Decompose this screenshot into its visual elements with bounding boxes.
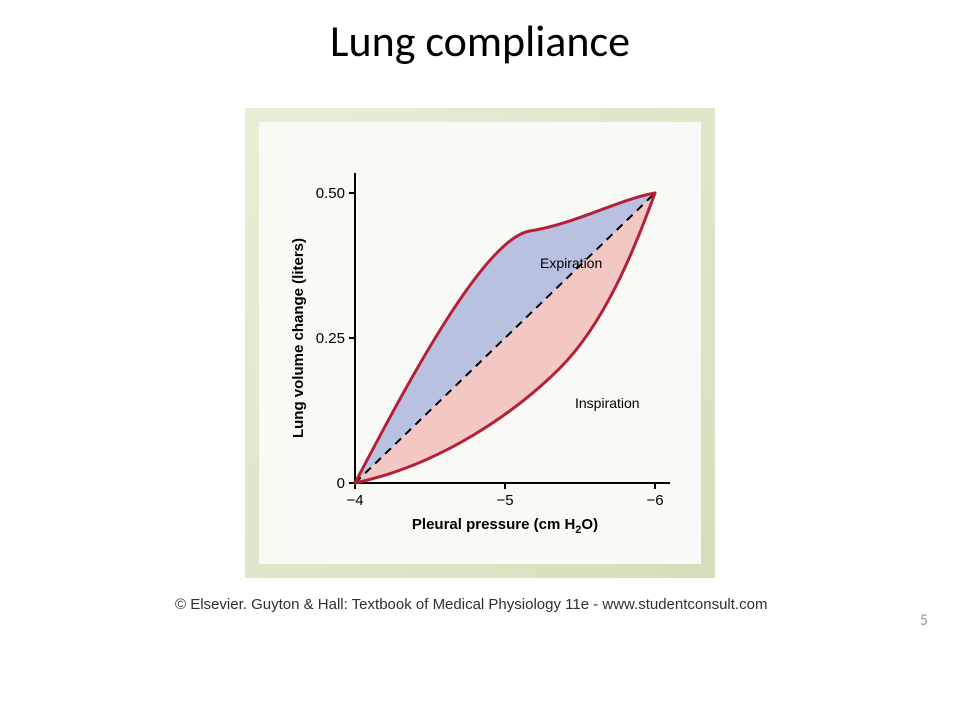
page-number: 5 — [920, 611, 928, 630]
figure-frame: 0 0.25 0.50 −4 −5 −6 Pleural pressure (cm H2O)… — [235, 98, 725, 588]
svg-text:Pleural pressure (cm H2O): Pleural pressure (cm H2O) — [412, 516, 598, 536]
svg-text:Lung volume change (liters): Lung volume change (liters) — [290, 238, 307, 438]
svg-text:−6: −6 — [646, 492, 663, 509]
svg-text:0.25: 0.25 — [316, 330, 345, 347]
copyright-text: © Elsevier. Guyton & Hall: Textbook of M… — [175, 596, 767, 613]
compliance-chart: 0 0.25 0.50 −4 −5 −6 Pleural pressure (cm H2O)… — [260, 123, 700, 563]
svg-text:Expiration: Expiration — [540, 255, 602, 271]
svg-text:−4: −4 — [346, 492, 363, 509]
svg-text:Inspiration: Inspiration — [575, 395, 640, 411]
slide-title: Lung compliance — [0, 14, 960, 68]
figure-inner: 0 0.25 0.50 −4 −5 −6 Pleural pressure (cm H2O)… — [245, 108, 715, 578]
slide: Lung compliance 0 0.25 0.50 −4 −5 −6 Pleural p… — [0, 0, 960, 720]
svg-text:0: 0 — [337, 475, 345, 492]
svg-text:0.50: 0.50 — [316, 185, 345, 202]
svg-text:−5: −5 — [496, 492, 513, 509]
